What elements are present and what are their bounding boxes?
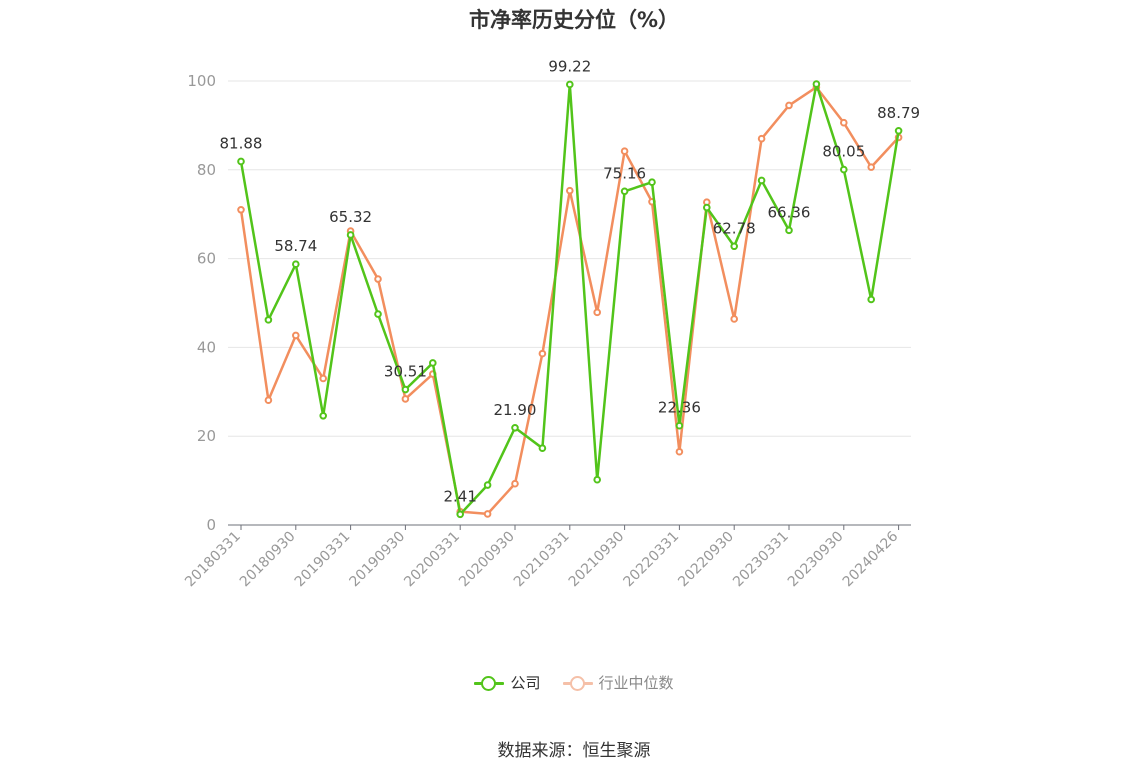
data-label: 81.88 bbox=[220, 134, 263, 152]
x-tick-label: 20230930 bbox=[785, 529, 847, 591]
data-label: 58.74 bbox=[274, 237, 317, 255]
x-tick-label: 20220331 bbox=[621, 529, 683, 591]
data-point-company bbox=[894, 126, 903, 135]
data-point-industry-median bbox=[483, 510, 492, 518]
x-tick-label: 20180930 bbox=[237, 529, 299, 591]
data-point-company bbox=[675, 421, 684, 430]
data-point-company bbox=[648, 178, 656, 187]
data-point-industry-median bbox=[620, 147, 629, 155]
x-tick-label: 20210331 bbox=[511, 529, 573, 591]
data-point-industry-median bbox=[374, 275, 382, 283]
data-source: 数据来源：恒生聚源 bbox=[497, 741, 651, 761]
data-point-company bbox=[319, 411, 328, 420]
y-tick-label: 0 bbox=[206, 516, 216, 534]
x-tick-label: 20190930 bbox=[347, 529, 409, 591]
data-point-company bbox=[757, 176, 766, 185]
data-label: 88.79 bbox=[877, 104, 920, 122]
legend-swatch-company bbox=[474, 675, 505, 691]
data-point-company bbox=[346, 231, 355, 239]
data-label: 80.05 bbox=[822, 143, 865, 161]
data-point-industry-median bbox=[867, 163, 876, 171]
chart-title: 市净率历史分位（%） bbox=[468, 8, 680, 32]
data-point-company bbox=[867, 295, 876, 304]
data-label: 2.41 bbox=[443, 487, 476, 505]
data-point-industry-median bbox=[757, 134, 766, 143]
data-point-company bbox=[703, 203, 711, 212]
data-point-company bbox=[620, 187, 629, 196]
data-point-industry-median bbox=[538, 349, 547, 358]
x-tick-label: 20210930 bbox=[566, 529, 628, 591]
data-label: 62.78 bbox=[713, 219, 756, 237]
data-point-company bbox=[237, 157, 245, 166]
y-tick-label: 80 bbox=[197, 161, 216, 179]
data-point-company bbox=[840, 165, 848, 174]
data-label: 65.32 bbox=[329, 208, 372, 226]
data-point-company bbox=[812, 80, 821, 88]
data-point-industry-median bbox=[511, 479, 519, 488]
x-tick-label: 20200331 bbox=[401, 529, 463, 591]
chart-plot: 0 20 40 60 80 100 2018033120180930201903312019… bbox=[182, 57, 920, 591]
data-point-company bbox=[785, 226, 793, 235]
data-point-company bbox=[483, 481, 492, 489]
legend-swatch-industry-median bbox=[562, 675, 593, 691]
data-point-industry-median bbox=[593, 308, 602, 317]
data-label: 21.90 bbox=[494, 401, 537, 419]
data-label: 22.36 bbox=[658, 399, 701, 417]
data-label: 66.36 bbox=[768, 203, 811, 221]
x-tick-label: 20200930 bbox=[456, 529, 518, 591]
data-point-industry-median bbox=[840, 118, 848, 127]
data-label: 99.22 bbox=[548, 57, 591, 75]
data-point-industry-median bbox=[401, 395, 410, 403]
data-point-company bbox=[264, 316, 273, 324]
y-tick-label: 20 bbox=[197, 427, 216, 445]
data-point-industry-median bbox=[785, 101, 793, 110]
data-point-company bbox=[593, 475, 602, 484]
x-tick-label: 20180331 bbox=[182, 529, 244, 591]
data-point-company bbox=[511, 423, 519, 432]
data-point-industry-median bbox=[675, 447, 684, 456]
data-point-company bbox=[538, 444, 547, 452]
y-tick-label: 40 bbox=[197, 338, 216, 356]
y-tick-label: 100 bbox=[187, 72, 216, 90]
data-point-industry-median bbox=[237, 205, 245, 214]
legend-item-industry-median[interactable]: 行业中位数 bbox=[562, 672, 674, 693]
x-tick-label: 20190331 bbox=[292, 529, 354, 591]
data-point-company bbox=[566, 80, 574, 89]
data-point-company bbox=[456, 510, 465, 519]
y-tick-label: 60 bbox=[197, 250, 216, 268]
x-tick-label: 20220930 bbox=[675, 529, 737, 591]
chart-legend: 公司 行业中位数 bbox=[0, 672, 1148, 693]
data-point-industry-median bbox=[730, 315, 739, 323]
legend-item-company[interactable]: 公司 bbox=[474, 672, 541, 693]
data-label: 75.16 bbox=[603, 164, 646, 182]
data-point-company bbox=[401, 385, 410, 394]
x-tick-label: 20240426 bbox=[840, 528, 902, 590]
data-point-industry-median bbox=[264, 396, 273, 405]
data-point-company bbox=[374, 310, 382, 318]
data-label: 30.51 bbox=[384, 363, 427, 381]
data-point-company bbox=[429, 359, 437, 367]
data-point-company bbox=[292, 260, 300, 268]
data-point-company bbox=[730, 242, 739, 251]
x-tick-label: 20230331 bbox=[730, 529, 792, 591]
series-line-company bbox=[239, 82, 900, 516]
data-point-industry-median bbox=[319, 374, 328, 383]
data-point-industry-median bbox=[292, 331, 300, 340]
legend-label-company: 公司 bbox=[510, 674, 541, 692]
data-point-industry-median bbox=[566, 186, 574, 195]
legend-label-industry-median: 行业中位数 bbox=[598, 674, 674, 692]
